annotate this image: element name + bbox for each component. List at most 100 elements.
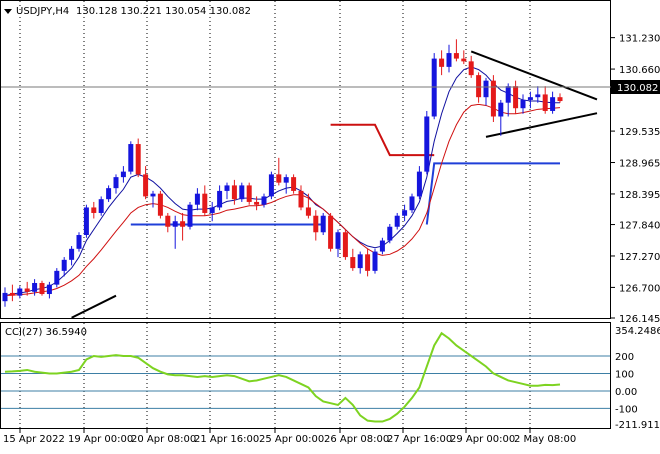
cci-tick-label: 0.00	[615, 387, 637, 398]
price-tick-label: 126.145	[619, 314, 660, 325]
candle-body	[231, 185, 237, 200]
time-tick-label: 15 Apr 2022	[3, 434, 65, 445]
time-tick-label: 29 Apr 00:00	[450, 434, 515, 445]
cci-tick-label: -100	[615, 404, 638, 415]
symbol-label: USDJPY,H4	[16, 6, 69, 17]
candle-body	[461, 58, 467, 62]
candle-body	[217, 190, 223, 208]
cci-line-group	[4, 331, 561, 423]
candle-body	[520, 99, 526, 109]
candle-body	[313, 215, 319, 233]
candle-body	[135, 144, 141, 175]
candle-body	[246, 185, 252, 202]
candle-body	[98, 199, 104, 213]
candle-body	[113, 177, 119, 189]
trend-line	[71, 294, 117, 319]
drawn-lines	[71, 50, 598, 319]
candle-body	[254, 201, 260, 205]
candle-body	[157, 193, 163, 216]
triangle-down-icon[interactable]	[4, 9, 12, 14]
candle-body	[268, 174, 274, 197]
candle-body	[535, 94, 541, 98]
candle-body	[498, 102, 504, 117]
candle-body	[106, 188, 112, 200]
candle-body	[9, 292, 15, 296]
time-tick-label: 26 Apr 08:00	[324, 434, 389, 445]
grid	[19, 1, 531, 428]
moving-averages	[4, 66, 561, 297]
candle-body	[61, 259, 67, 271]
time-tick-label: 19 Apr 00:00	[68, 434, 133, 445]
candle-body	[224, 185, 230, 191]
candle-body	[202, 193, 208, 213]
cci-tick-label: -211.9114	[615, 420, 660, 431]
candle-body	[527, 97, 533, 100]
candle-body	[342, 232, 348, 258]
candle-body	[320, 215, 326, 233]
candle-body	[335, 232, 341, 249]
candle-body	[283, 177, 289, 183]
ma-fast-line	[4, 66, 560, 297]
resistance-line	[330, 123, 435, 157]
price-tick-label: 128.395	[619, 190, 660, 201]
candle-body	[365, 254, 371, 271]
candle-body	[2, 292, 8, 302]
candle-body	[17, 288, 23, 296]
candle-body	[298, 190, 304, 208]
price-tick-label: 127.840	[619, 221, 660, 232]
current-price-value: 130.082	[617, 83, 658, 94]
price-tick-label: 127.270	[619, 252, 660, 263]
candle-body	[557, 97, 563, 102]
candle-body	[357, 254, 363, 269]
candle-body	[143, 174, 149, 197]
candle-body	[194, 193, 200, 205]
cci-axis: 354.2486 200 100 0.00 -100 -211.9114	[615, 326, 660, 431]
time-tick-label: 25 Apr 00:00	[259, 434, 324, 445]
time-tick-label: 20 Apr 08:00	[131, 434, 196, 445]
price-tick-label: 130.660	[619, 65, 660, 76]
candle-body	[468, 61, 474, 76]
candle-body	[416, 171, 422, 197]
candle-body	[409, 196, 415, 211]
candle-body	[261, 196, 267, 205]
candle-body	[483, 80, 489, 98]
candle-body	[239, 185, 245, 200]
candle-body	[39, 282, 45, 295]
candle-body	[187, 204, 193, 227]
cci-label: CCI(27) 36.5940	[5, 327, 87, 338]
candle-body	[490, 80, 496, 117]
price-axis: 131.230 130.660 129.535 128.965 128.395 127.8…	[611, 34, 660, 325]
candle-body	[513, 86, 519, 109]
candle-body	[431, 58, 437, 117]
candle-body	[350, 257, 356, 269]
candle-body	[402, 210, 408, 216]
cci-tick-label: 354.2486	[615, 326, 660, 337]
time-tick-label: 2 May 08:00	[514, 434, 576, 445]
candle-body	[54, 270, 60, 285]
price-tick-label: 131.230	[619, 34, 660, 45]
ohlc-readout: 130.128 130.221 130.054 130.082	[76, 6, 251, 17]
cci-line	[4, 331, 561, 423]
candle-body	[439, 58, 445, 67]
candle-body	[76, 235, 82, 249]
candle-body	[120, 171, 126, 178]
candle-body	[542, 94, 548, 111]
cci-tick-label: 100	[615, 369, 634, 380]
triangle-lower-line	[485, 112, 598, 138]
candle-body	[372, 251, 378, 271]
price-panel-frame	[0, 0, 611, 319]
cci-tick-label: 200	[615, 352, 634, 363]
candle-body	[46, 284, 52, 295]
candle-body	[91, 207, 97, 213]
triangle-upper-line	[470, 50, 598, 101]
candle-body	[128, 144, 134, 172]
candle-body	[172, 221, 178, 227]
candle-body	[476, 75, 482, 98]
candle-body	[209, 207, 215, 213]
price-tick-label: 126.700	[619, 283, 660, 294]
time-tick-label: 27 Apr 16:00	[387, 434, 452, 445]
time-tick-label: 21 Apr 16:00	[194, 434, 259, 445]
